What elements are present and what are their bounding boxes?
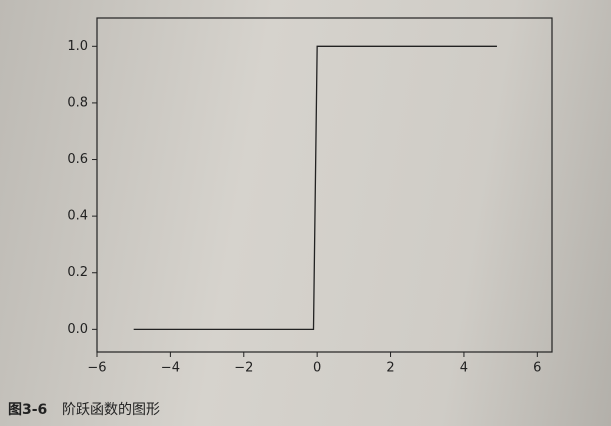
y-tick-label: 0.2: [67, 265, 88, 280]
x-tick-label: 4: [460, 361, 468, 376]
plot-frame: [96, 17, 553, 353]
y-tick-label: 1.0: [67, 39, 88, 54]
x-tick-label: −6: [87, 361, 106, 376]
y-tick-label: 0.4: [67, 209, 88, 224]
x-tick-label: 0: [313, 361, 321, 376]
x-tick-label: 2: [386, 361, 394, 376]
y-tick-label: 0.0: [67, 322, 88, 337]
step-line: [133, 45, 497, 331]
x-tick-label: 6: [533, 361, 541, 376]
caption-title: 阶跃函数的图形: [62, 402, 160, 418]
x-tick-label: −4: [161, 361, 180, 376]
x-tick-label: −2: [234, 361, 253, 376]
caption-label: 图3-6: [8, 402, 47, 418]
y-tick-label: 0.6: [67, 152, 88, 167]
y-tick-label: 0.8: [67, 95, 88, 110]
